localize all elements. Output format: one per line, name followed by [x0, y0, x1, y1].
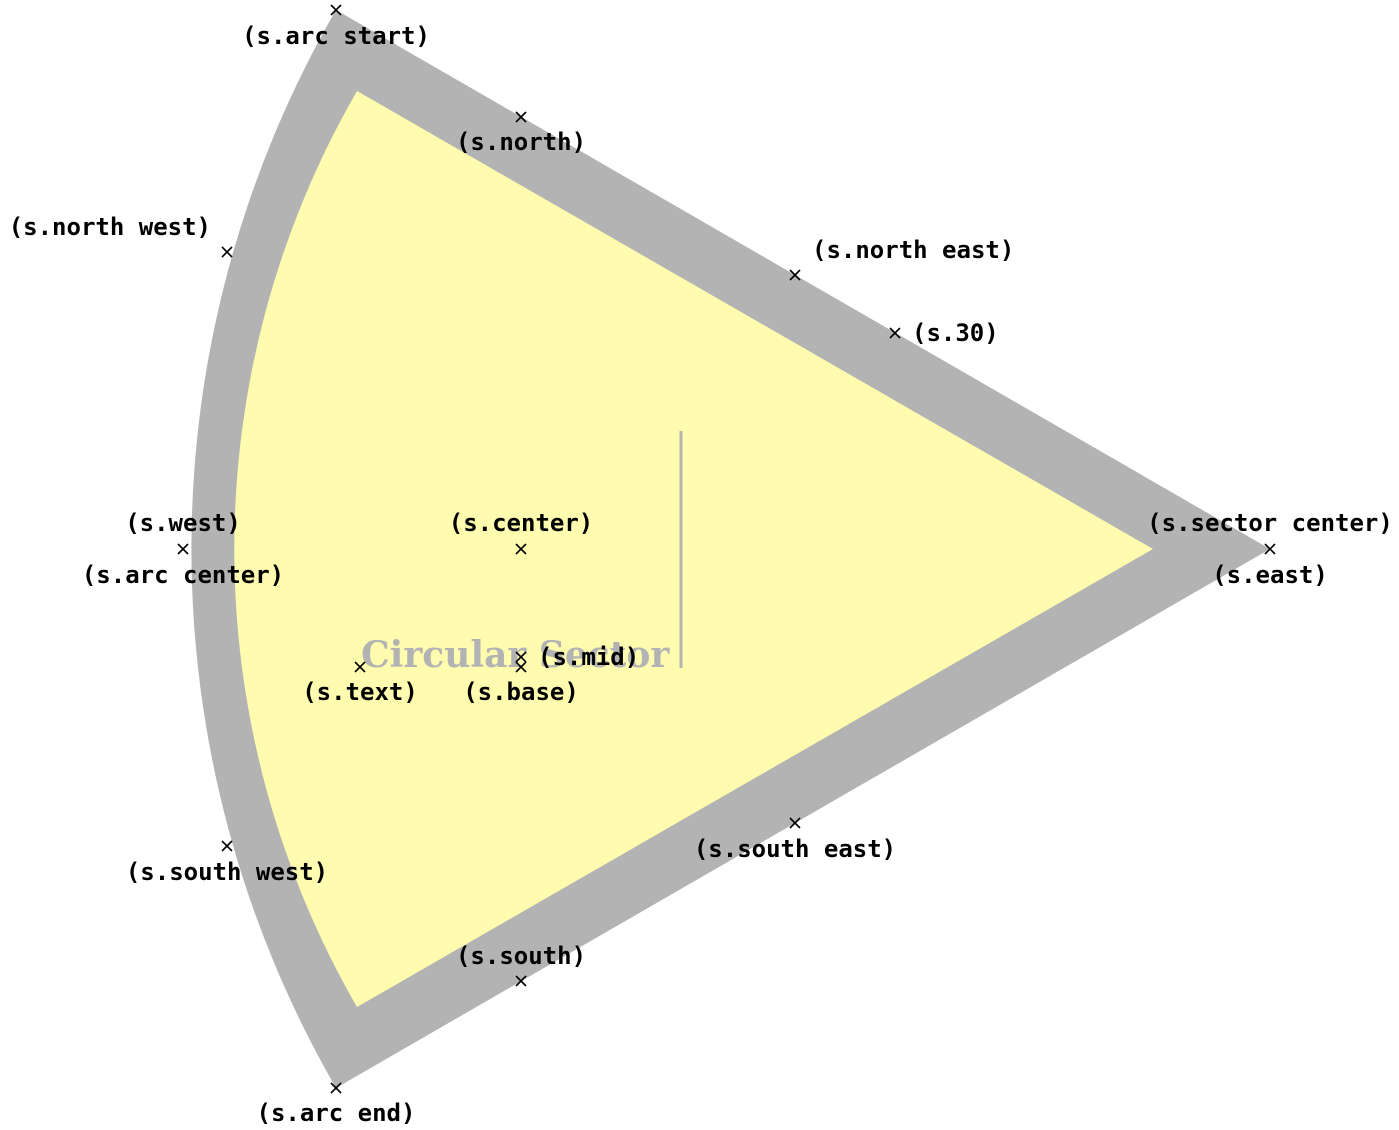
anchor-label: (s.mid) — [538, 643, 639, 671]
anchor-label: (s.west) — [125, 509, 241, 537]
cross-marker-icon — [789, 269, 801, 281]
cross-marker-icon — [515, 651, 527, 663]
anchor-north: (s.north) — [456, 111, 586, 156]
anchor-30: (s.30) — [889, 319, 999, 347]
anchor-arc-end: (s.arc end) — [257, 1082, 416, 1127]
cross-marker-icon — [221, 246, 233, 258]
anchor-label: (s.text) — [302, 678, 418, 706]
anchor-mid: (s.mid) — [515, 643, 639, 671]
anchor-label: (s.center) — [449, 509, 594, 537]
anchor-label: (s.arc center) — [82, 561, 284, 589]
cross-marker-icon — [330, 4, 342, 16]
anchor-label: (s.north west) — [9, 213, 211, 241]
cross-marker-icon — [515, 975, 527, 987]
anchor-north-west: (s.north west) — [9, 213, 233, 258]
cross-marker-icon — [330, 1082, 342, 1094]
anchor-label: (s.base) — [463, 678, 579, 706]
anchor-label: (s.30) — [912, 319, 999, 347]
anchor-center: (s.center) — [449, 509, 594, 555]
cross-marker-icon — [221, 840, 233, 852]
anchor-arc-center: (s.arc center) — [82, 561, 284, 589]
anchor-arc-start: (s.arc start) — [242, 4, 430, 50]
anchor-south: (s.south) — [456, 942, 586, 987]
anchor-north-east: (s.north east) — [789, 236, 1014, 281]
cross-marker-icon — [515, 661, 527, 673]
cross-marker-icon — [354, 661, 366, 673]
anchor-label: (s.east) — [1212, 561, 1328, 589]
anchor-east: (s.east) — [1212, 561, 1328, 589]
anchor-west: (s.west) — [125, 509, 241, 555]
anchor-label: (s.sector center) — [1147, 509, 1393, 537]
cross-marker-icon — [1264, 543, 1276, 555]
sector-node-text: Circular Sector — [361, 634, 670, 676]
anchor-label: (s.north east) — [812, 236, 1014, 264]
anchor-label: (s.north) — [456, 128, 586, 156]
sector-fill — [234, 91, 1153, 1007]
cross-marker-icon — [515, 543, 527, 555]
anchor-label: (s.arc start) — [242, 22, 430, 50]
anchor-base: (s.base) — [463, 661, 579, 706]
anchor-text: (s.text) — [302, 661, 418, 706]
cross-marker-icon — [789, 817, 801, 829]
anchor-label: (s.south west) — [126, 858, 328, 886]
anchor-south-west: (s.south west) — [126, 840, 328, 886]
anchor-label: (s.south east) — [694, 835, 896, 863]
cross-marker-icon — [177, 543, 189, 555]
cross-marker-icon — [889, 327, 901, 339]
anchor-south-east: (s.south east) — [694, 817, 896, 863]
anchor-sector-center: (s.sector center) — [1147, 509, 1393, 555]
cross-marker-icon — [515, 111, 527, 123]
anchor-label: (s.arc end) — [257, 1099, 416, 1127]
anchor-label: (s.south) — [456, 942, 586, 970]
anchor-layer: (s.arc start) (s.north) (s.north west) (… — [9, 4, 1393, 1127]
